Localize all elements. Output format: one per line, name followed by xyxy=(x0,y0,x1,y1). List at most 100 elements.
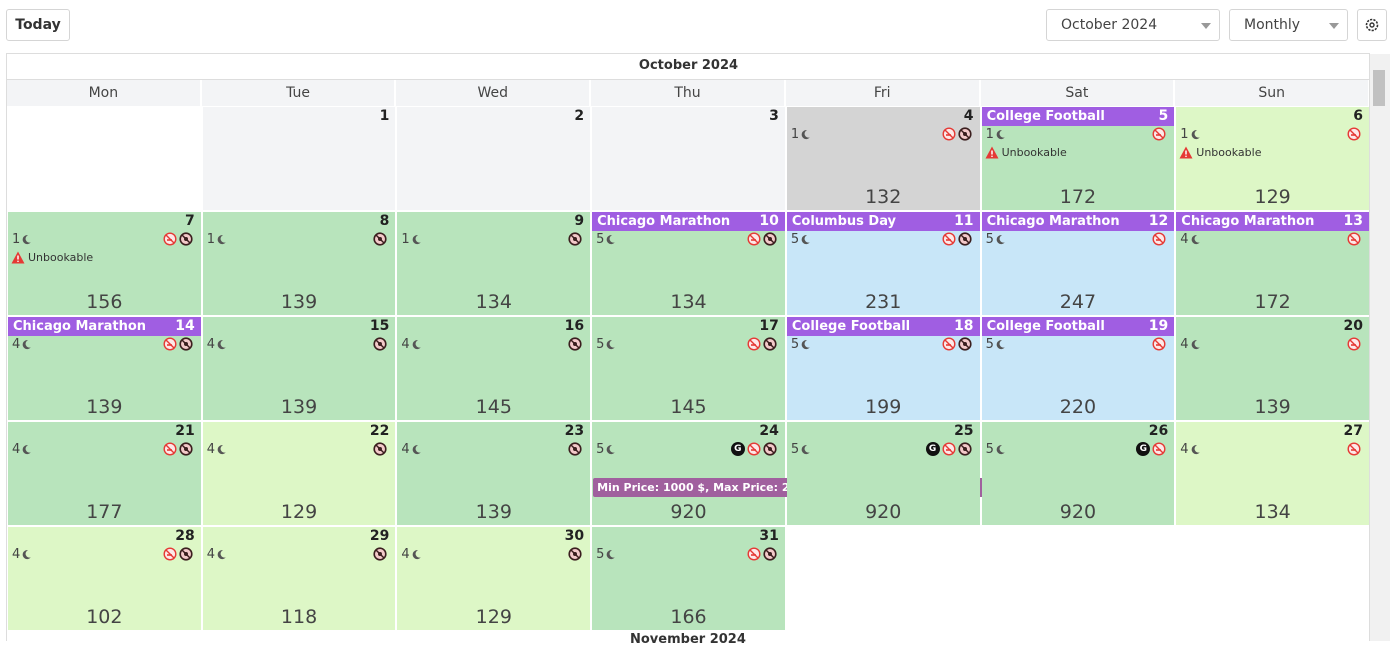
day-cell[interactable]: 9 1 134 xyxy=(397,212,591,315)
day-cell[interactable]: 1 xyxy=(202,107,396,210)
nights: 1 xyxy=(986,127,1006,142)
icons xyxy=(568,232,582,246)
nights: 5 xyxy=(596,547,616,562)
nights-count: 4 xyxy=(1180,232,1189,247)
unbookable: Unbookable xyxy=(11,251,93,264)
nights-count: 4 xyxy=(401,442,410,457)
day-cell[interactable]: College Football 18 5 199 xyxy=(786,317,980,420)
restriction-icon xyxy=(179,547,193,561)
day-cell[interactable]: 30 4 129 xyxy=(397,527,591,630)
day-cell[interactable]: College Football 5 1 Unbookable 172 xyxy=(981,107,1175,210)
day-number: 1 xyxy=(379,108,390,124)
restriction-icon xyxy=(763,547,777,561)
restriction-icon xyxy=(942,442,956,456)
day-cell[interactable]: 26 5 G 920 xyxy=(981,422,1175,525)
g-icon: G xyxy=(730,442,745,456)
day-number: 7 xyxy=(184,213,195,229)
day-cell[interactable]: 16 4 145 xyxy=(397,317,591,420)
nights: 4 xyxy=(1180,232,1200,247)
icons xyxy=(163,232,193,246)
nights: 5 xyxy=(986,442,1006,457)
nights-count: 4 xyxy=(206,337,215,352)
nights: 4 xyxy=(207,337,227,352)
g-icon: G xyxy=(925,442,940,456)
day-cell[interactable]: 24 5 G 920 xyxy=(592,422,785,525)
event-name: College Football xyxy=(986,109,1105,124)
day-number: 17 xyxy=(759,318,779,334)
icons xyxy=(1347,127,1361,141)
nights: 5 xyxy=(986,337,1006,352)
day-cell[interactable]: 23 4 139 xyxy=(397,422,591,525)
moon-icon xyxy=(800,444,811,455)
day-cell[interactable]: 6 1 Unbookable 129 xyxy=(1176,107,1369,210)
restriction-icon xyxy=(1347,232,1361,246)
nights: 5 xyxy=(791,442,811,457)
moon-icon xyxy=(800,129,811,140)
day-number: 18 xyxy=(954,318,974,334)
restriction-icon xyxy=(568,337,582,351)
nights: 5 xyxy=(986,232,1006,247)
day-cell[interactable]: 22 4 129 xyxy=(202,422,396,525)
day-cell[interactable]: Columbus Day 11 5 231 xyxy=(786,212,980,315)
warning-icon xyxy=(11,251,25,264)
day-cell[interactable]: 20 4 139 xyxy=(1176,317,1369,420)
event-bar: College Football 5 xyxy=(981,107,1175,126)
day-cell[interactable]: 8 1 139 xyxy=(202,212,396,315)
scrollbar[interactable] xyxy=(1370,54,1390,641)
event-bar: Chicago Marathon 14 xyxy=(8,317,201,336)
unbookable-text: Unbookable xyxy=(28,251,94,264)
day-cell[interactable]: 7 1 Unbookable 156 xyxy=(8,212,201,315)
day-number: 16 xyxy=(564,318,585,334)
day-cell[interactable]: Chicago Marathon 14 4 139 xyxy=(8,317,201,420)
day-cell[interactable]: 3 xyxy=(592,107,785,210)
icons xyxy=(1152,232,1166,246)
price: 129 xyxy=(1254,186,1291,208)
day-number: 14 xyxy=(175,318,195,334)
day-number: 23 xyxy=(564,423,585,439)
day-cell[interactable]: 29 4 118 xyxy=(202,527,396,630)
day-cell[interactable]: Chicago Marathon 12 5 247 xyxy=(981,212,1175,315)
day-cell[interactable]: 4 1 132 xyxy=(786,107,980,210)
day-cell[interactable]: 25 5 G 920 xyxy=(786,422,980,525)
restriction-icon xyxy=(568,232,582,246)
icons xyxy=(1152,337,1166,351)
day-number: 31 xyxy=(759,528,779,544)
settings-button[interactable] xyxy=(1357,9,1387,41)
day-cell[interactable]: 21 4 177 xyxy=(8,422,201,525)
nights-count: 4 xyxy=(12,442,21,457)
restriction-icon xyxy=(1347,127,1361,141)
weekday-header: Wed xyxy=(396,80,590,106)
icons xyxy=(747,337,777,351)
icons xyxy=(568,547,582,561)
nights: 1 xyxy=(401,232,421,247)
day-cell[interactable]: College Football 19 5 220 xyxy=(981,317,1175,420)
day-number: 26 xyxy=(1148,423,1169,439)
day-number: 30 xyxy=(564,528,585,544)
moon-icon xyxy=(411,444,422,455)
day-cell[interactable]: 31 5 166 xyxy=(592,527,785,630)
nights: 1 xyxy=(791,127,811,142)
day-number: 28 xyxy=(175,528,195,544)
month-select[interactable]: October 2024 xyxy=(1046,9,1220,41)
day-number: 9 xyxy=(574,213,585,229)
day-cell[interactable]: 27 4 134 xyxy=(1176,422,1369,525)
nights: 5 xyxy=(791,232,811,247)
price: 145 xyxy=(475,396,512,418)
event-name: College Football xyxy=(986,319,1105,334)
day-cell[interactable]: Chicago Marathon 13 4 172 xyxy=(1176,212,1369,315)
price: 177 xyxy=(86,501,123,523)
price: 139 xyxy=(280,291,318,313)
day-cell[interactable]: 15 4 139 xyxy=(202,317,396,420)
nights-count: 4 xyxy=(12,547,21,562)
view-select[interactable]: Monthly xyxy=(1229,9,1348,41)
moon-icon xyxy=(21,444,32,455)
price: 139 xyxy=(280,396,318,418)
day-cell[interactable]: 2 xyxy=(397,107,591,210)
day-number: 25 xyxy=(954,423,974,439)
day-cell[interactable]: Chicago Marathon 10 5 134 xyxy=(592,212,785,315)
day-cell[interactable]: 28 4 102 xyxy=(8,527,201,630)
event-name: Chicago Marathon xyxy=(597,214,731,229)
day-cell[interactable]: 17 5 145 xyxy=(592,317,785,420)
nights: 4 xyxy=(12,442,32,457)
today-button[interactable]: Today xyxy=(6,9,70,41)
